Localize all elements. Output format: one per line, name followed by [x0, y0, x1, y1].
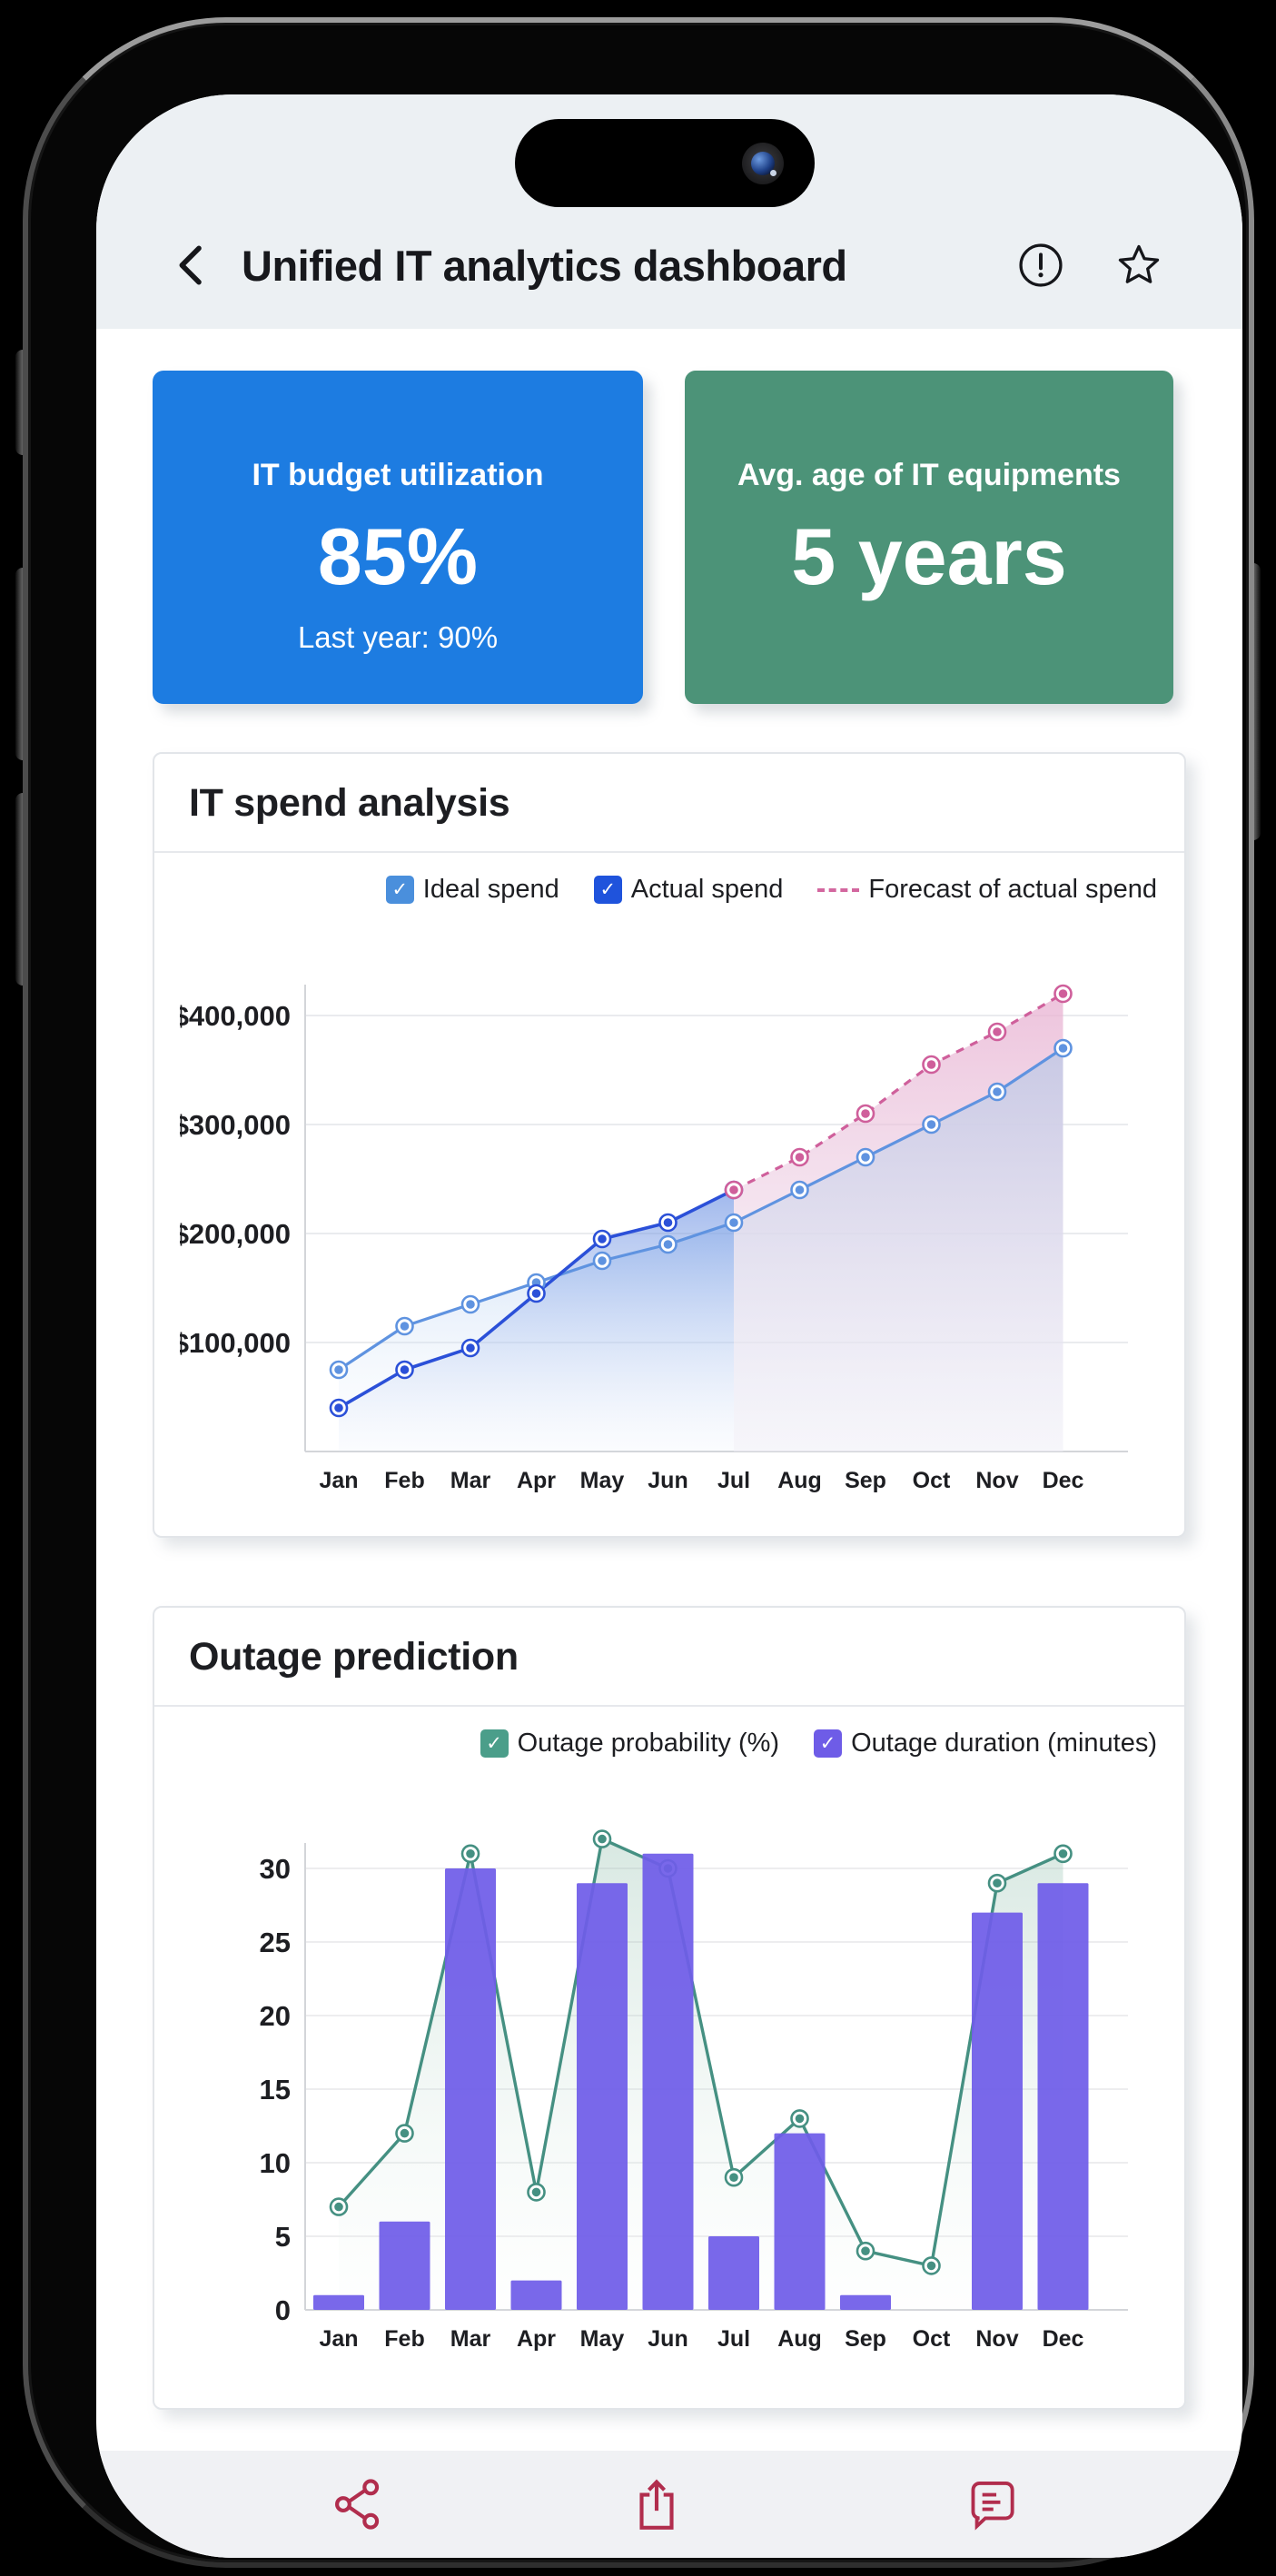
outage-legend: Outage probability (%) Outage duration (… [154, 1707, 1184, 1759]
dynamic-island [515, 119, 815, 207]
export-button[interactable] [627, 2472, 687, 2536]
svg-text:$300,000: $300,000 [180, 1109, 291, 1141]
phone-frame: Unified IT analytics dashboard IT budg [23, 17, 1254, 2568]
front-camera-icon [742, 143, 784, 184]
svg-text:$400,000: $400,000 [180, 1000, 291, 1032]
legend-item-outage-duration[interactable]: Outage duration (minutes) [814, 1729, 1157, 1759]
legend-item-actual-spend[interactable]: Actual spend [593, 875, 783, 905]
svg-text:Jan: Jan [319, 1468, 358, 1493]
svg-text:Dec: Dec [1043, 1468, 1084, 1493]
svg-text:15: 15 [260, 2074, 291, 2105]
svg-text:25: 25 [260, 1927, 291, 1958]
kpi-title: Avg. age of IT equipments [737, 458, 1121, 492]
dashed-line-icon [817, 887, 860, 892]
card-title: IT spend analysis [189, 781, 510, 825]
phone-screen: Unified IT analytics dashboard IT budg [96, 94, 1242, 2558]
svg-text:Jun: Jun [648, 2326, 687, 2352]
share-button[interactable] [329, 2472, 389, 2536]
svg-text:Oct: Oct [913, 2326, 951, 2352]
kpi-value: 85% [317, 511, 479, 601]
svg-text:Nov: Nov [975, 1468, 1018, 1493]
svg-text:Feb: Feb [384, 2326, 424, 2352]
spend-analysis-card: IT spend analysis Ideal spend Actual spe… [153, 752, 1186, 1538]
comment-button[interactable] [961, 2472, 1021, 2536]
svg-text:Oct: Oct [913, 1468, 951, 1493]
checkbox-checked-icon[interactable] [593, 876, 622, 904]
svg-text:May: May [580, 1468, 625, 1493]
svg-text:Aug: Aug [777, 2326, 822, 2352]
svg-text:Apr: Apr [517, 1468, 556, 1493]
page-title: Unified IT analytics dashboard [242, 241, 847, 290]
divider [154, 1705, 1184, 1707]
outage-chart[interactable]: 0 5 10 15 20 25 30 Jan Feb Mar Apr May Jun Jul Aug Sep O… [180, 1801, 1159, 2401]
svg-text:Jun: Jun [648, 1468, 687, 1493]
info-button[interactable] [1015, 240, 1066, 291]
dashboard-content: IT budget utilization 85% Last year: 90%… [96, 371, 1242, 2410]
back-button[interactable] [167, 240, 218, 291]
kpi-subtitle: Last year: 90% [297, 620, 499, 654]
kpi-card-budget-utilization: IT budget utilization 85% Last year: 90% [153, 371, 643, 704]
spend-legend: Ideal spend Actual spend Forecast of act… [154, 853, 1184, 905]
outage-prediction-card: Outage prediction Outage probability (%)… [153, 1606, 1186, 2410]
svg-text:30: 30 [260, 1853, 291, 1885]
svg-text:$200,000: $200,000 [180, 1218, 291, 1250]
svg-text:Mar: Mar [450, 1468, 491, 1493]
svg-text:Sep: Sep [845, 1468, 886, 1493]
svg-text:Sep: Sep [845, 2326, 886, 2352]
legend-item-outage-probability[interactable]: Outage probability (%) [480, 1729, 779, 1759]
kpi-card-equipment-age: Avg. age of IT equipments 5 years [685, 371, 1173, 704]
favorite-star-button[interactable] [1113, 240, 1164, 291]
svg-text:Feb: Feb [384, 1468, 424, 1493]
svg-text:Apr: Apr [517, 2326, 556, 2352]
divider [154, 851, 1184, 853]
checkbox-checked-icon[interactable] [480, 1729, 509, 1758]
svg-text:Jul: Jul [717, 2326, 750, 2352]
svg-text:20: 20 [260, 2000, 291, 2032]
kpi-value: 5 years [791, 511, 1067, 601]
legend-item-forecast[interactable]: Forecast of actual spend [817, 875, 1157, 905]
svg-text:0: 0 [275, 2294, 291, 2326]
svg-text:Dec: Dec [1043, 2326, 1084, 2352]
checkbox-checked-icon[interactable] [814, 1729, 843, 1758]
svg-text:Aug: Aug [777, 1468, 822, 1493]
svg-text:Jan: Jan [319, 2326, 358, 2352]
legend-item-ideal-spend[interactable]: Ideal spend [385, 875, 559, 905]
svg-text:Mar: Mar [450, 2326, 491, 2352]
svg-text:10: 10 [260, 2147, 291, 2179]
svg-text:Nov: Nov [975, 2326, 1018, 2352]
chevron-left-icon [179, 245, 202, 285]
checkbox-checked-icon[interactable] [385, 876, 414, 904]
svg-text:May: May [580, 2326, 625, 2352]
kpi-row: IT budget utilization 85% Last year: 90%… [153, 371, 1186, 704]
svg-text:$100,000: $100,000 [180, 1327, 291, 1359]
svg-text:5: 5 [275, 2221, 291, 2253]
svg-text:Jul: Jul [717, 1468, 750, 1493]
bottom-toolbar [96, 2451, 1242, 2558]
spend-chart[interactable]: $100,000 $200,000 $300,000 $400,000 Jan Feb Ma… [173, 943, 1159, 1529]
card-title: Outage prediction [189, 1635, 519, 1679]
kpi-title: IT budget utilization [252, 458, 544, 492]
